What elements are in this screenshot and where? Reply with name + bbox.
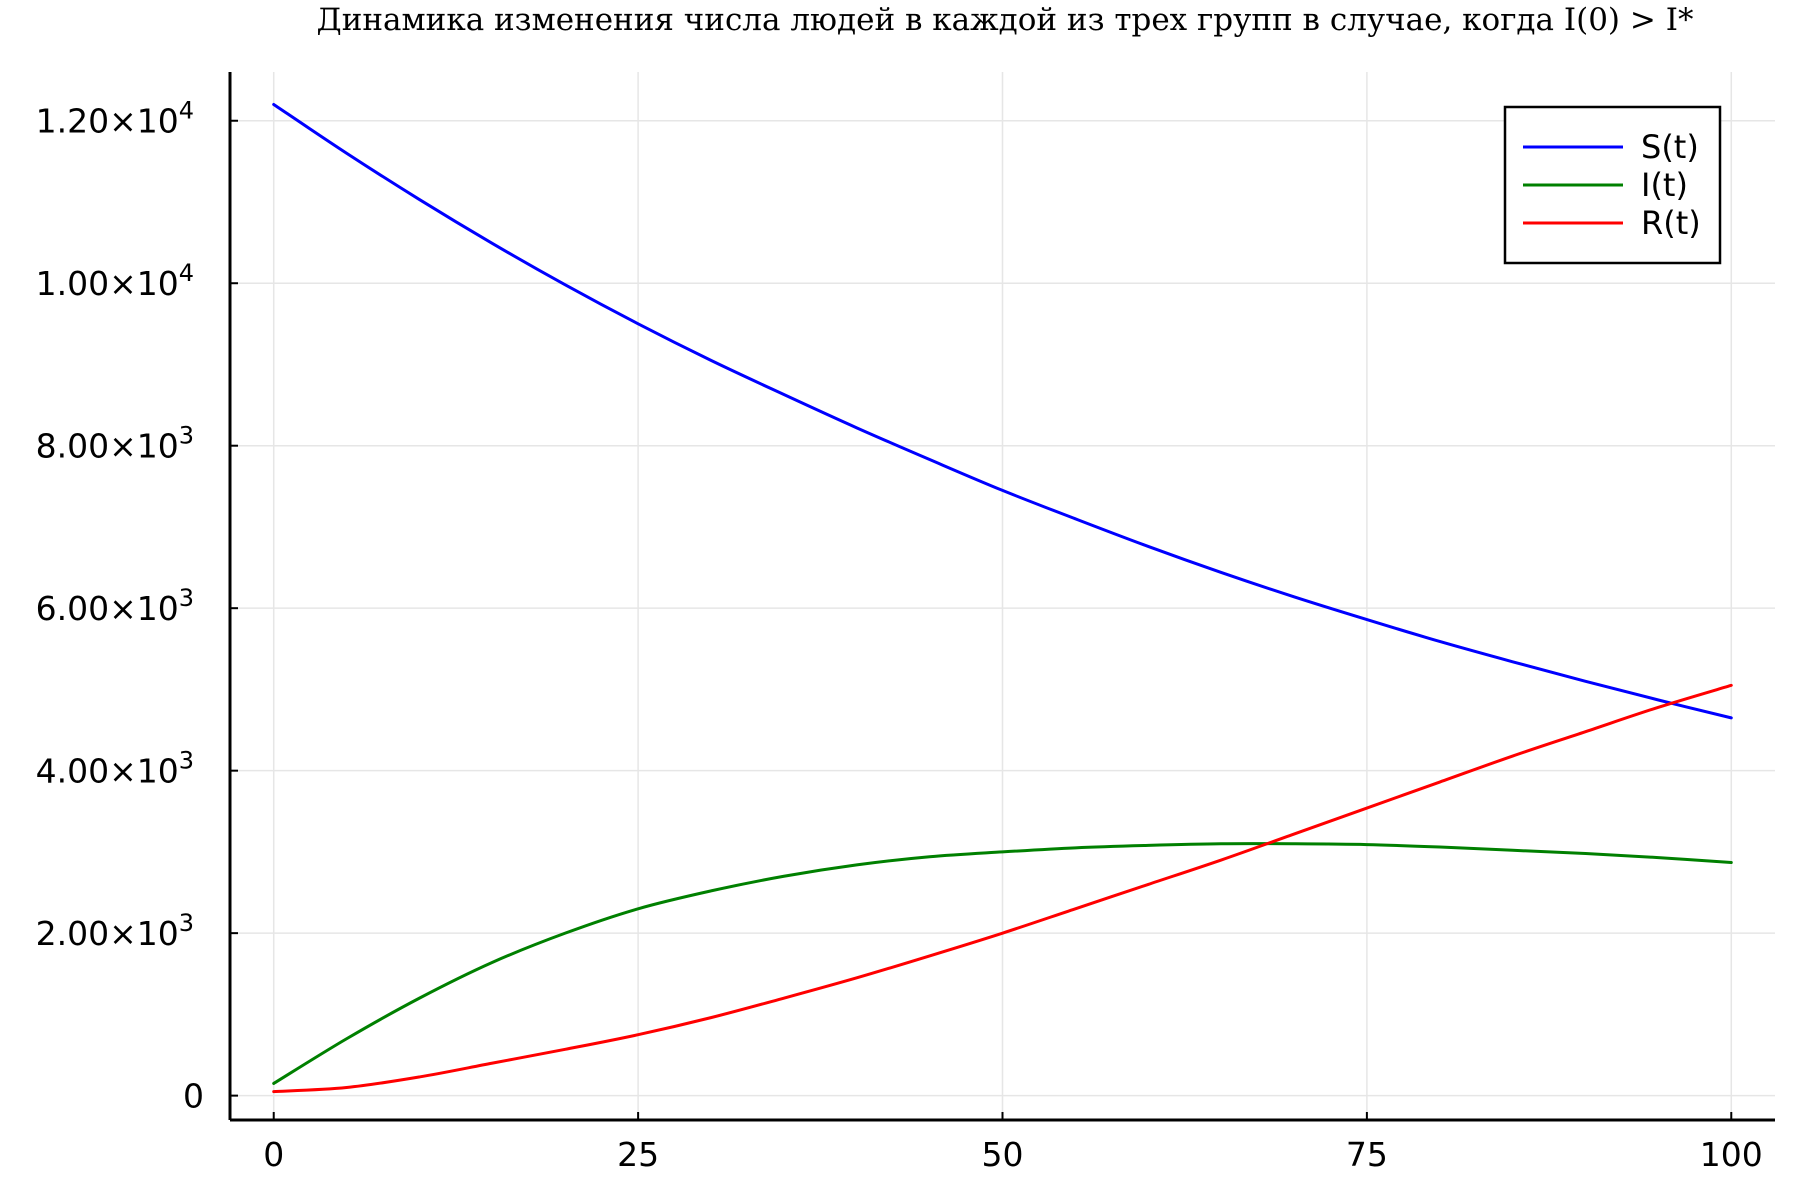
y-tick-label: 0: [183, 1077, 204, 1116]
y-tick-label: 1.20×104: [36, 97, 194, 141]
y-tick-label: 2.00×103: [36, 909, 194, 953]
y-tick-label: 4.00×103: [36, 747, 194, 791]
series-r-line: [272, 683, 1733, 1094]
x-tick-label: 25: [617, 1135, 659, 1174]
y-tick-label: 6.00×103: [36, 584, 194, 628]
legend-item-i-label: I(t): [1641, 166, 1688, 204]
y-tick-label: 1.00×104: [36, 259, 194, 303]
series-i-line: [272, 842, 1733, 1085]
x-tick-label: 0: [263, 1135, 284, 1174]
y-tick-label: 8.00×103: [36, 422, 194, 466]
x-tick-label: 100: [1700, 1135, 1763, 1174]
plot-series: [272, 103, 1733, 1094]
legend: S(t)I(t)R(t): [1503, 105, 1722, 265]
tick-labels: 0 25 50 75 100 0 2.00×103 4.00×103 6.00×103 8.00×…: [36, 97, 1763, 1174]
axes: [228, 72, 1775, 1122]
series-s-line: [272, 103, 1733, 720]
grid: [230, 72, 1775, 1120]
legend-item-r-label: R(t): [1641, 204, 1701, 242]
chart-title: Динамика изменения числа людей в каждой …: [317, 2, 1694, 38]
x-tick-label: 50: [982, 1135, 1024, 1174]
x-tick-label: 75: [1346, 1135, 1388, 1174]
legend-item-s-label: S(t): [1641, 128, 1699, 166]
